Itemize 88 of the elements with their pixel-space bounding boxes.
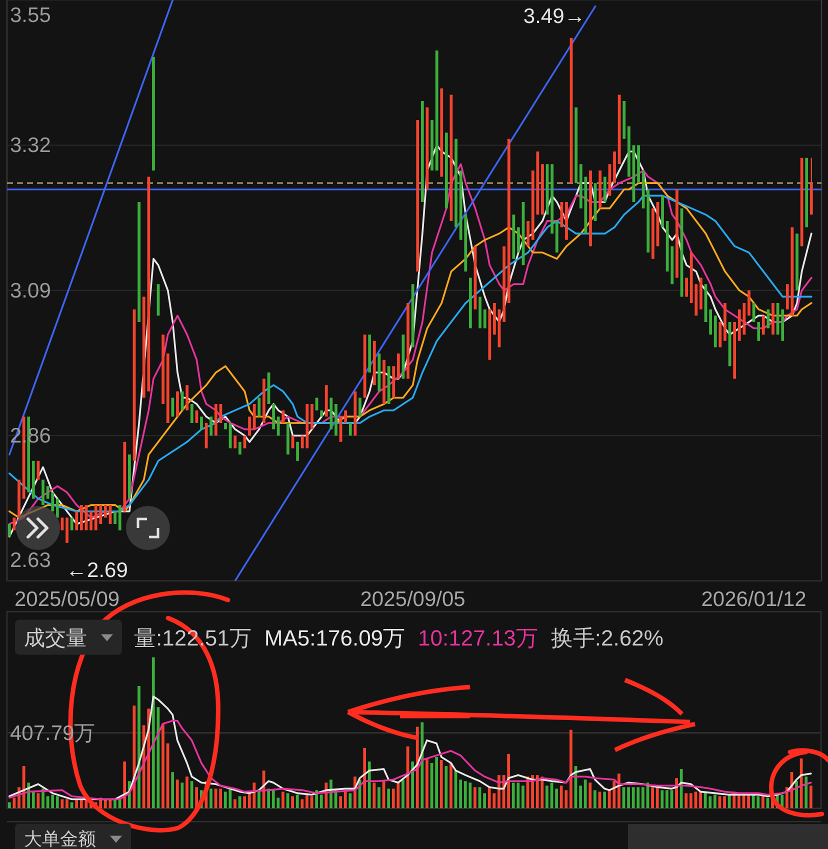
bar: [420, 722, 424, 808]
bar: [809, 786, 812, 808]
bar: [507, 754, 510, 808]
bar: [804, 776, 808, 808]
bar: [588, 782, 592, 808]
bar: [66, 799, 68, 808]
bar: [603, 792, 606, 808]
bar: [219, 788, 222, 808]
bar: [426, 758, 428, 808]
title: 成交量: [24, 626, 87, 650]
bar: [689, 793, 692, 808]
y-tick-label: 3.09: [10, 279, 51, 302]
y-tick-label: 3.55: [10, 4, 51, 27]
y-tick-label: 2.63: [10, 548, 51, 572]
bar: [498, 775, 500, 808]
bar: [258, 790, 260, 808]
bar: [291, 796, 294, 808]
bar: [378, 787, 380, 808]
bar: [282, 792, 284, 808]
bar: [660, 790, 664, 808]
x-tick-label: 2025/09/05: [360, 588, 466, 611]
bar: [795, 781, 798, 808]
legend-entry: 10:127.13万: [418, 626, 538, 651]
bar: [747, 794, 750, 808]
bar: [699, 792, 702, 808]
bar: [684, 793, 688, 808]
bar: [243, 796, 246, 808]
bar: [387, 788, 390, 808]
bar: [51, 794, 54, 808]
bar: [296, 794, 299, 808]
bar: [651, 787, 654, 808]
bar: [339, 796, 342, 808]
bar: [459, 780, 462, 808]
bar: [267, 788, 270, 808]
bar: [444, 766, 448, 808]
x-tick-label: 2026/01/12: [701, 588, 806, 611]
bar: [666, 790, 668, 808]
bar: [372, 782, 376, 808]
bar: [531, 775, 534, 808]
bar: [320, 794, 323, 808]
bar: [402, 780, 404, 808]
bar: [675, 778, 678, 808]
bar: [656, 787, 659, 808]
annotation: 3.49→: [523, 4, 586, 28]
legend-entry: MA5:176.09万: [264, 626, 406, 651]
bar: [8, 802, 11, 808]
title: 大单金额: [24, 829, 96, 849]
bar: [123, 761, 126, 808]
bar: [440, 760, 443, 808]
bar: [483, 793, 486, 808]
bar: [32, 792, 35, 808]
annotation: ←2.69: [66, 558, 128, 582]
bar: [450, 763, 452, 808]
bar: [162, 724, 164, 808]
bar: [584, 780, 587, 808]
bar: [594, 790, 596, 808]
bar: [186, 776, 188, 808]
bar: [570, 730, 572, 808]
bar: [152, 657, 155, 808]
bar: [737, 794, 740, 808]
bar: [363, 748, 366, 808]
bar: [210, 788, 212, 808]
bar: [138, 686, 140, 808]
bar: [234, 799, 236, 808]
bar: [180, 782, 184, 808]
bar: [474, 787, 476, 808]
bar: [728, 794, 731, 808]
bar: [642, 787, 644, 808]
bar: [171, 772, 174, 808]
bar: [723, 796, 726, 808]
bar: [176, 780, 179, 808]
bar: [522, 786, 524, 808]
bar: [555, 788, 558, 808]
y-tick-label: 3.32: [10, 134, 51, 158]
bar: [546, 786, 548, 808]
annotation: 换手:2.62%: [550, 626, 664, 651]
bar: [713, 794, 716, 808]
bar: [368, 761, 371, 808]
bar: [56, 796, 59, 808]
x-tick-label: 2025/05/09: [14, 588, 120, 611]
bar: [800, 758, 803, 808]
bar: [627, 787, 630, 808]
bar: [300, 799, 304, 808]
bar: [435, 756, 438, 808]
bar: [411, 761, 414, 808]
bar: [761, 796, 764, 808]
bar: [579, 786, 582, 808]
bar: [348, 793, 352, 808]
